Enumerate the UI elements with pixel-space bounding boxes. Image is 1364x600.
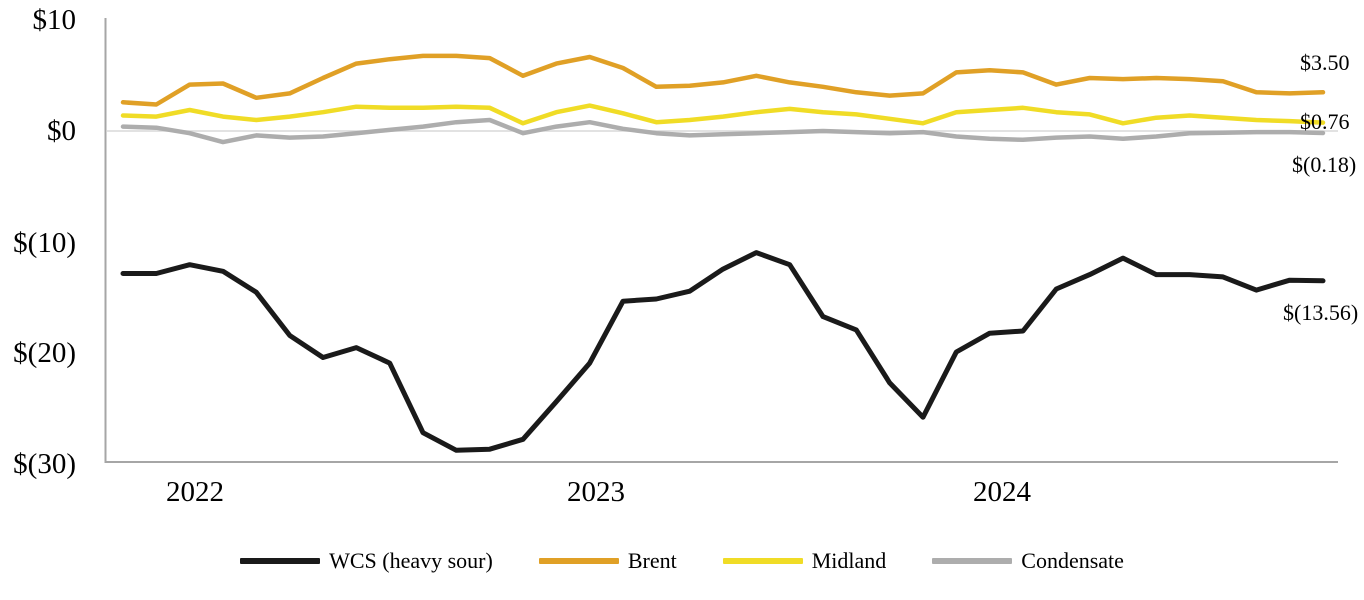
series-end-label-condensate: $(0.18) <box>1292 152 1357 177</box>
legend-item-wcs: WCS (heavy sour) <box>240 548 493 574</box>
series-end-label-midland: $0.76 <box>1300 109 1350 134</box>
legend-line-swatch-condensate <box>932 558 1013 564</box>
y-axis-tick-label-neg30: $(30) <box>13 448 76 480</box>
x-axis-year-label-2022: 2022 <box>166 476 224 508</box>
legend-line-swatch-midland <box>722 558 803 564</box>
series-line-condensate <box>120 117 1326 145</box>
legend-label-brent: Brent <box>627 548 677 573</box>
series-line-brent <box>120 53 1326 107</box>
y-axis-tick-label-0: $0 <box>47 115 76 147</box>
x-axis-year-label-2024: 2024 <box>973 476 1031 508</box>
series-line-wcs <box>120 250 1326 453</box>
legend-label-condensate: Condensate <box>1021 548 1124 573</box>
y-axis-tick-label-neg20: $(20) <box>13 337 76 369</box>
legend-item-brent: Brent <box>538 548 677 574</box>
series-line-midland <box>120 103 1326 126</box>
chart-legend: WCS (heavy sour) Brent Midland Condensat… <box>0 548 1364 574</box>
series-end-label-wcs: $(13.56) <box>1283 300 1359 325</box>
legend-item-condensate: Condensate <box>932 548 1124 574</box>
legend-label-midland: Midland <box>811 548 887 573</box>
legend-line-swatch-brent <box>538 558 619 564</box>
series-end-label-brent: $3.50 <box>1300 50 1350 75</box>
y-axis-tick-label-neg10: $(10) <box>13 227 76 259</box>
legend-line-swatch-wcs <box>240 558 321 564</box>
legend-item-midland: Midland <box>722 548 887 574</box>
x-axis-year-label-2023: 2023 <box>567 476 625 508</box>
y-axis-tick-label-10: $10 <box>32 4 77 36</box>
legend-label-wcs: WCS (heavy sour) <box>329 548 493 573</box>
